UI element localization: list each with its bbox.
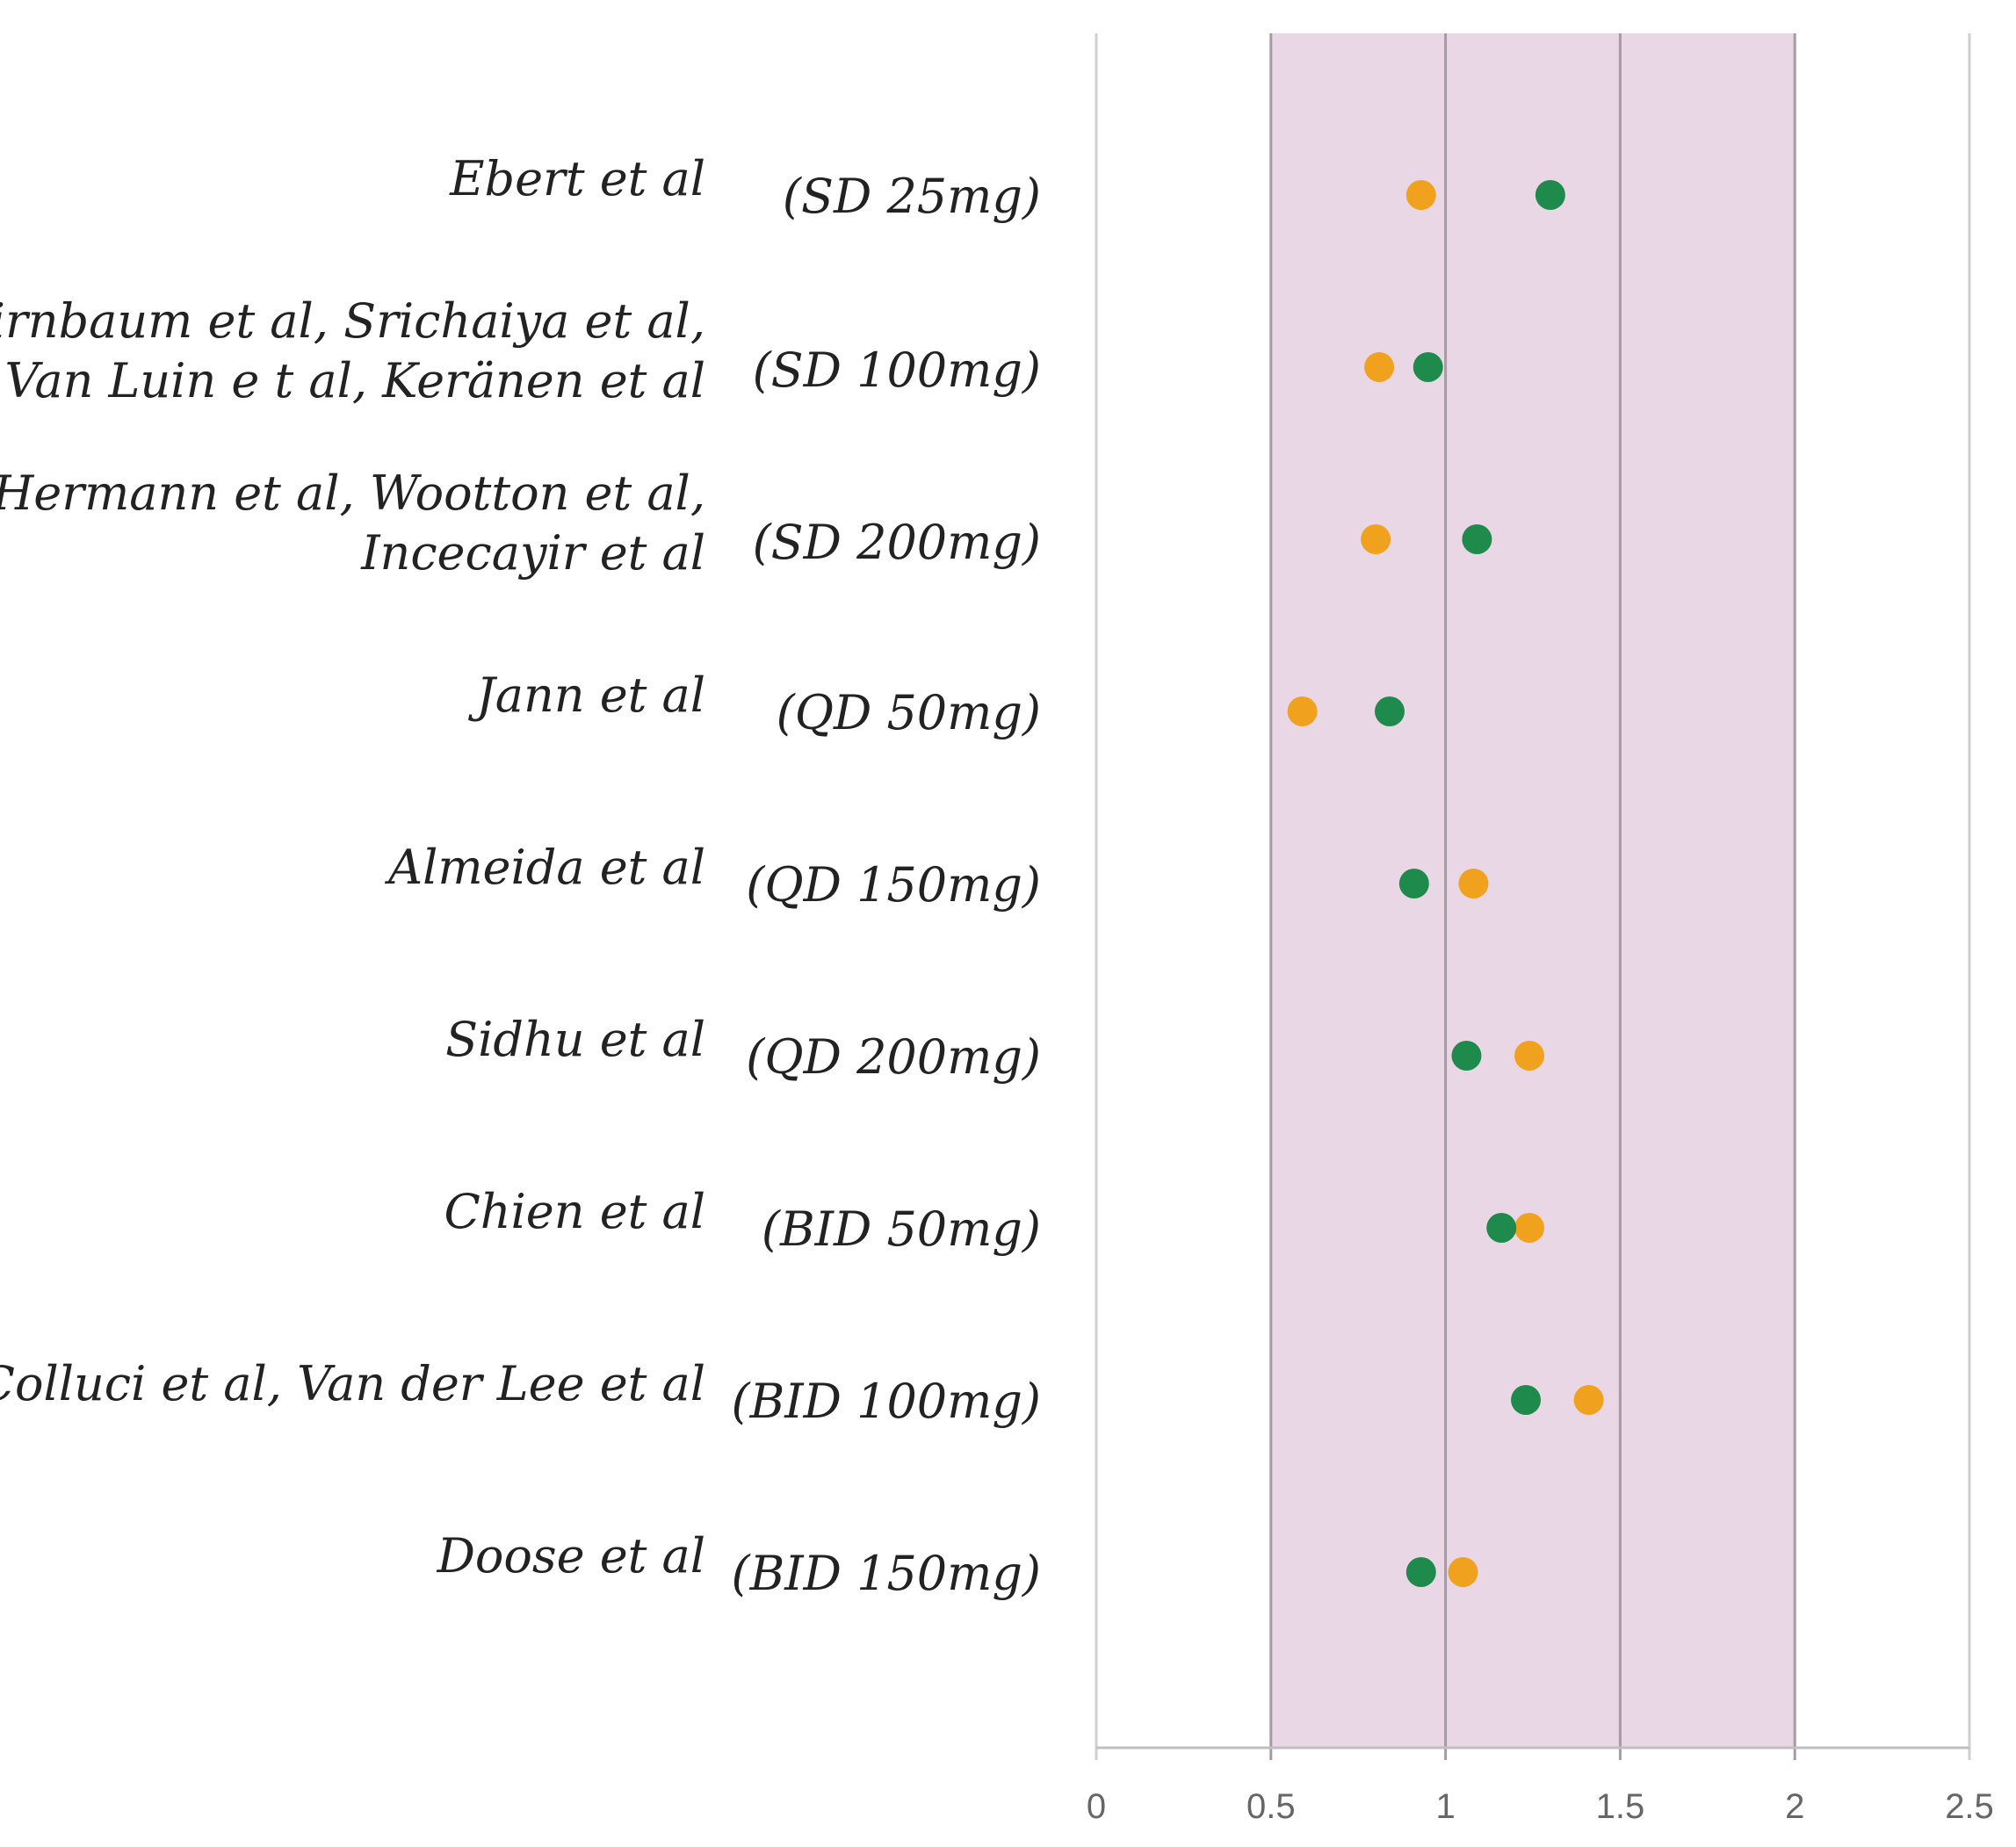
study-label: Birnbaum et al, Srichaiya et al, [0, 293, 705, 349]
study-label: Chien et al [444, 1184, 705, 1239]
point-series-1 [1364, 352, 1395, 382]
x-tick-labels: 0 0.5 1 1.5 2 2.5 [1087, 1787, 1994, 1826]
point-series-2 [1511, 1385, 1542, 1415]
dose-label: (QD 150mg) [746, 857, 1041, 913]
data-points [1287, 180, 1604, 1587]
category-labels: Ebert et al (SD 25mg) Birnbaum et al, Sric… [0, 151, 1041, 1601]
point-series-1 [1514, 1213, 1545, 1243]
point-series-2 [1398, 869, 1429, 898]
point-series-1 [1573, 1385, 1604, 1415]
dose-label: (SD 25mg) [783, 169, 1041, 224]
study-label: Almeida et al [384, 840, 705, 895]
point-series-1 [1458, 869, 1489, 898]
study-label: Colluci et al, Van der Lee et al [0, 1356, 705, 1411]
point-series-1 [1405, 180, 1436, 210]
point-series-2 [1462, 524, 1492, 554]
study-label: Jann et al [467, 667, 705, 723]
study-label: Sidhu et al [445, 1012, 705, 1067]
point-series-2 [1374, 696, 1405, 726]
dose-label: (SD 200mg) [753, 515, 1041, 570]
point-series-2 [1451, 1041, 1482, 1071]
point-series-1 [1514, 1041, 1545, 1071]
study-label: Van Luin e t al, Keränen et al [4, 353, 705, 408]
point-series-1 [1361, 524, 1391, 554]
x-tick-label: 1 [1435, 1787, 1455, 1826]
x-tick-label: 0.5 [1246, 1787, 1296, 1826]
point-series-2 [1413, 352, 1443, 382]
study-label: Doose et al [437, 1528, 705, 1584]
x-tick-label: 1.5 [1596, 1787, 1645, 1826]
point-series-2 [1535, 180, 1565, 210]
point-series-2 [1405, 1557, 1436, 1587]
dose-label: (QD 200mg) [746, 1029, 1041, 1085]
study-label: Hermann et al, Wootton et al, [0, 465, 705, 521]
dose-label: (BID 50mg) [762, 1201, 1041, 1257]
dose-label: (BID 150mg) [732, 1546, 1041, 1601]
dose-label: (BID 100mg) [732, 1374, 1041, 1429]
study-label: Ebert et al [449, 151, 705, 206]
shaded-band [1270, 33, 1796, 1748]
dose-label: (QD 50mg) [777, 685, 1041, 740]
x-tick-label: 2 [1785, 1787, 1804, 1826]
study-label: Incecayir et al [360, 525, 705, 581]
x-tick-label: 2.5 [1945, 1787, 1994, 1826]
point-series-1 [1287, 696, 1318, 726]
x-tick-label: 0 [1087, 1787, 1106, 1826]
gridlines [1095, 33, 1971, 1760]
dose-label: (SD 100mg) [753, 343, 1041, 398]
point-series-1 [1448, 1557, 1478, 1587]
point-series-2 [1486, 1213, 1517, 1243]
